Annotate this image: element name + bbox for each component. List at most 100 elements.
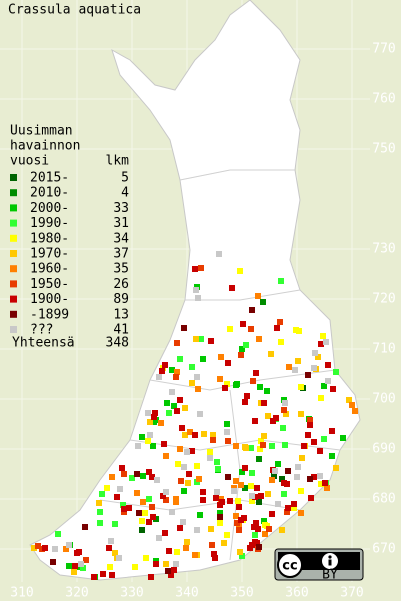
observation-dot xyxy=(261,433,267,439)
observation-dot xyxy=(256,456,262,462)
observation-dot xyxy=(238,517,244,523)
observation-dot xyxy=(171,403,177,409)
observation-dot xyxy=(248,483,254,489)
observation-dot xyxy=(178,478,184,484)
legend-heading: vuosi xyxy=(10,154,49,169)
observation-dot xyxy=(76,549,82,555)
observation-dot xyxy=(322,480,328,486)
observation-dot xyxy=(209,542,215,548)
observation-dot xyxy=(291,505,297,511)
y-tick-label: 710 xyxy=(372,342,395,357)
observation-dot xyxy=(233,443,239,449)
observation-dot xyxy=(100,571,106,577)
observation-dot xyxy=(274,325,280,331)
observation-dot xyxy=(252,539,258,545)
observation-dot xyxy=(272,468,278,474)
observation-dot xyxy=(325,362,331,368)
observation-dot xyxy=(162,362,168,368)
observation-dot xyxy=(261,518,267,524)
observation-dot xyxy=(280,425,286,431)
observation-dot xyxy=(330,386,336,392)
observation-dot xyxy=(126,505,132,511)
y-tick-label: 700 xyxy=(372,392,395,407)
observation-dot xyxy=(222,385,228,391)
observation-dot xyxy=(140,473,146,479)
observation-dot xyxy=(135,443,141,449)
observation-dot xyxy=(114,494,120,500)
observation-dot xyxy=(262,522,268,528)
observation-dot xyxy=(99,491,105,497)
observation-dot xyxy=(346,397,352,403)
legend-label: 1960- xyxy=(30,262,69,277)
observation-dot xyxy=(221,540,227,546)
observation-dot xyxy=(252,532,258,538)
observation-dot xyxy=(171,567,177,573)
observation-dot xyxy=(52,546,58,552)
observation-dot xyxy=(266,526,272,532)
observations xyxy=(31,251,358,580)
observation-dot xyxy=(242,444,248,450)
observation-dot xyxy=(224,532,230,538)
observation-dot xyxy=(224,429,230,435)
legend-count: 35 xyxy=(113,262,129,277)
observation-dot xyxy=(121,506,127,512)
total-label: Yhteensä xyxy=(12,336,75,351)
observation-dot xyxy=(156,535,162,541)
observation-dot xyxy=(296,328,302,334)
observation-dot xyxy=(208,526,214,532)
legend-count-heading: lkm xyxy=(106,154,130,169)
observation-dot xyxy=(197,411,203,417)
observation-dot xyxy=(239,346,245,352)
observation-dot xyxy=(109,474,115,480)
observation-dot xyxy=(163,489,169,495)
observation-dot xyxy=(251,524,257,530)
observation-dot xyxy=(193,287,199,293)
observation-dot xyxy=(146,519,152,525)
legend-count: 26 xyxy=(113,277,129,292)
observation-dot xyxy=(66,563,72,569)
svg-text:cc: cc xyxy=(282,559,297,574)
observation-dot xyxy=(181,464,187,470)
observation-dot xyxy=(268,351,274,357)
observation-dot xyxy=(163,453,169,459)
observation-dot xyxy=(139,518,145,524)
observation-dot xyxy=(233,478,239,484)
observation-dot xyxy=(321,436,327,442)
observation-dot xyxy=(243,342,249,348)
observation-dot xyxy=(192,266,198,272)
observation-dot xyxy=(285,505,291,511)
observation-dot xyxy=(225,438,231,444)
legend-swatch xyxy=(10,295,17,303)
observation-dot xyxy=(182,405,188,411)
observation-dot xyxy=(253,370,259,376)
observation-dot xyxy=(318,341,324,347)
observation-dot xyxy=(249,493,255,499)
observation-dot xyxy=(140,499,146,505)
observation-dot xyxy=(224,381,230,387)
observation-dot xyxy=(307,476,313,482)
observation-dot xyxy=(158,420,164,426)
y-tick-label: 670 xyxy=(372,542,395,557)
legend-swatch xyxy=(10,234,17,242)
observation-dot xyxy=(250,378,256,384)
observation-dot xyxy=(317,473,323,479)
observation-dot xyxy=(240,321,246,327)
observation-dot xyxy=(151,419,157,425)
observation-dot xyxy=(163,497,169,503)
observation-dot xyxy=(333,369,339,375)
observation-dot xyxy=(264,388,270,394)
observation-dot xyxy=(273,415,279,421)
observation-dot xyxy=(321,383,327,389)
observation-dot xyxy=(282,400,288,406)
observation-dot xyxy=(216,251,222,257)
observation-dot xyxy=(189,364,195,370)
observation-dot xyxy=(237,549,243,555)
observation-dot xyxy=(311,439,317,445)
x-tick-label: 340 xyxy=(175,586,198,601)
observation-dot xyxy=(286,364,292,370)
observation-dot xyxy=(117,486,123,492)
observation-dot xyxy=(325,378,331,384)
observation-dot xyxy=(149,474,155,480)
observation-dot xyxy=(116,555,122,561)
